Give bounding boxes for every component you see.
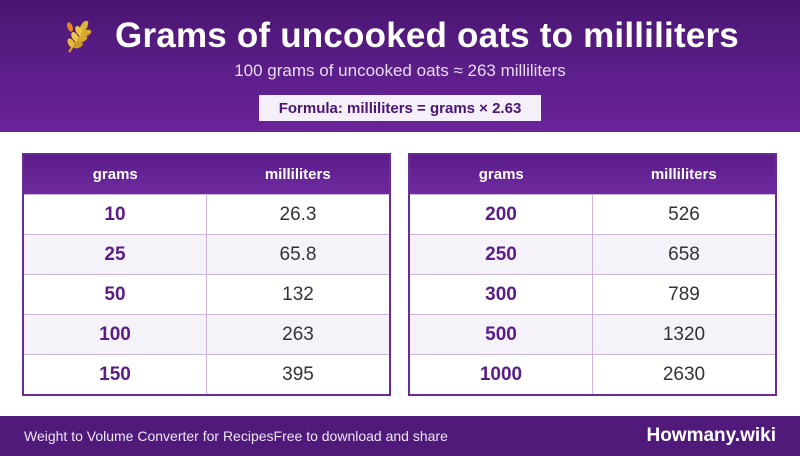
grams-cell: 25	[24, 235, 207, 274]
page-title: Grams of uncooked oats to milliliters	[115, 16, 739, 55]
table-row: 25 65.8	[24, 234, 389, 274]
milliliters-cell: 789	[668, 283, 700, 305]
footer: Weight to Volume Converter for RecipesFr…	[0, 416, 800, 456]
milliliters-cell: 526	[668, 203, 700, 225]
milliliters-cell: 263	[282, 323, 314, 345]
milliliters-cell: 26.3	[279, 203, 317, 225]
table-body: 10 26.3 25 65.8 50 132 100 263 150 395	[24, 194, 389, 394]
table-row: 500 1320	[410, 314, 775, 354]
table-row: 100 263	[24, 314, 389, 354]
column-header-grams: grams	[478, 166, 524, 183]
table-row: 150 395	[24, 354, 389, 394]
table-row: 300 789	[410, 274, 775, 314]
milliliters-cell: 1320	[662, 323, 706, 345]
table-row: 250 658	[410, 234, 775, 274]
title-row: Grams of uncooked oats to milliliters	[0, 14, 800, 58]
column-header-grams: grams	[92, 166, 138, 183]
table-row: 50 132	[24, 274, 389, 314]
grams-cell: 250	[410, 235, 593, 274]
milliliters-cell: 65.8	[279, 243, 317, 265]
grams-cell: 50	[24, 275, 207, 314]
table-body: 200 526 250 658 300 789 500 1320 1000 26…	[410, 194, 775, 394]
grams-cell: 200	[410, 195, 593, 234]
table-header: grams milliliters	[24, 155, 389, 194]
grams-cell: 500	[410, 315, 593, 354]
table-row: 1000 2630	[410, 354, 775, 394]
table-row: 10 26.3	[24, 194, 389, 234]
table-row: 200 526	[410, 194, 775, 234]
grams-cell: 10	[24, 195, 207, 234]
milliliters-cell: 395	[282, 363, 314, 385]
grams-cell: 150	[24, 355, 207, 394]
wheat-icon	[61, 16, 101, 56]
subtitle: 100 grams of uncooked oats ≈ 263 millili…	[234, 61, 566, 80]
brand-link[interactable]: Howmany.wiki	[646, 425, 776, 446]
grams-cell: 300	[410, 275, 593, 314]
milliliters-cell: 2630	[662, 363, 706, 385]
footer-tagline: Weight to Volume Converter for RecipesFr…	[24, 428, 448, 444]
milliliters-cell: 658	[668, 243, 700, 265]
grams-cell: 100	[24, 315, 207, 354]
conversion-table-right: grams milliliters 200 526 250 658 300 78…	[408, 153, 777, 396]
formula-badge: Formula: milliliters = grams × 2.63	[259, 95, 541, 121]
table-header: grams milliliters	[410, 155, 775, 194]
column-header-milliliters: milliliters	[650, 166, 717, 183]
milliliters-cell: 132	[282, 283, 314, 305]
grams-cell: 1000	[410, 355, 593, 394]
header: Grams of uncooked oats to milliliters 10…	[0, 0, 800, 132]
conversion-table-left: grams milliliters 10 26.3 25 65.8 50 132…	[22, 153, 391, 396]
column-header-milliliters: milliliters	[264, 166, 331, 183]
